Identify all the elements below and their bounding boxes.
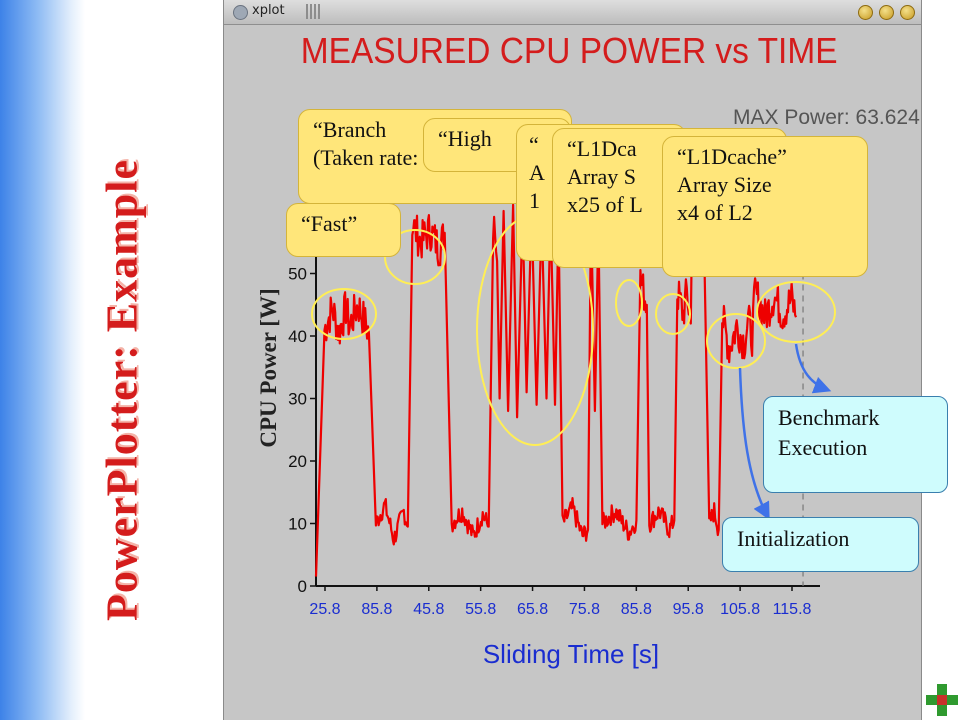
highlight-ellipse-branch [384, 229, 446, 285]
label-benchmark-execution: Benchmark Execution [763, 396, 948, 493]
max-power-annotation: MAX Power: 63.624 [733, 106, 920, 129]
y-tick-label: 40 [288, 327, 307, 346]
label-initialization: Initialization [722, 517, 919, 572]
axes [315, 250, 820, 587]
callout-hidden-line2: A [529, 160, 545, 185]
x-tick-label: 25.8 [309, 601, 340, 618]
label-initialization-text: Initialization [737, 526, 850, 551]
callout-l1-x4-line2: Array Size [677, 172, 772, 197]
callout-hidden-line3: 1 [529, 188, 540, 213]
x-tick-label: 105.8 [720, 601, 760, 618]
callout-l1-x25-line3: x25 of L [567, 192, 643, 217]
close-button[interactable] [900, 5, 915, 20]
label-benchmark-line1: Benchmark [778, 405, 880, 430]
highlight-ellipse-l1-x4 [655, 293, 691, 335]
y-tick-label: 20 [288, 452, 307, 471]
callout-l1-x4-line3: x4 of L2 [677, 200, 753, 225]
maximize-button[interactable] [879, 5, 894, 20]
initialization-arrow [738, 367, 770, 521]
x-ticks: 25.8 85.8 45.8 55.8 65.8 75.8 85.8 95.8 105.8 115… [309, 586, 812, 618]
x-tick-label: 85.8 [621, 601, 652, 618]
sidebar-gradient [0, 0, 85, 720]
y-axis-label: CPU Power [W] [256, 288, 281, 447]
label-benchmark-line2: Execution [778, 435, 868, 460]
y-ticks: 0 10 20 30 40 50 [288, 265, 316, 596]
callout-branch-line2: (Taken rate: 1) [313, 145, 443, 170]
x-tick-label: 85.8 [361, 601, 392, 618]
y-tick-label: 50 [288, 265, 307, 284]
x-axis-label: Sliding Time [s] [483, 639, 659, 669]
highlight-ellipse-initialization [706, 313, 766, 369]
x-tick-label: 55.8 [465, 601, 496, 618]
plus-icon [926, 684, 958, 716]
window-titlebar: xplot [224, 0, 921, 25]
callout-high-text: “High [438, 126, 492, 151]
callout-l1-x25-line1: “L1Dca [567, 136, 637, 161]
callout-l1-x4-line1: “L1Dcache” [677, 144, 787, 169]
highlight-ellipse-benchmark [756, 281, 836, 343]
callout-fast-text: “Fast” [301, 211, 358, 236]
chart-title: MEASURED CPU POWER vs TIME [301, 32, 838, 71]
callout-hidden-line1: “ [529, 132, 539, 157]
highlight-ellipse-l1-x25 [615, 279, 643, 327]
x-tick-label: 45.8 [413, 601, 444, 618]
highlight-ellipse-fast [311, 288, 377, 340]
x-tick-label: 115.8 [773, 601, 812, 618]
x-tick-label: 75.8 [569, 601, 600, 618]
window-title: xplot [252, 3, 285, 18]
window-menu-icon[interactable] [233, 5, 248, 20]
y-tick-label: 30 [288, 390, 307, 409]
callout-l1-x25-line2: Array S [567, 164, 637, 189]
y-tick-label: 10 [288, 515, 307, 534]
power-series-line [314, 203, 798, 577]
callout-branch-line1: “Branch [313, 117, 387, 142]
minimize-button[interactable] [858, 5, 873, 20]
y-tick-label: 0 [298, 577, 307, 596]
callout-fast: “Fast” [286, 203, 401, 257]
x-tick-label: 95.8 [673, 601, 704, 618]
x-tick-label: 65.8 [517, 601, 548, 618]
callout-l1-x4: “L1Dcache” Array Size x4 of L2 [662, 136, 868, 277]
benchmark-arrow [794, 343, 832, 394]
titlebar-grip-icon[interactable] [306, 4, 322, 19]
